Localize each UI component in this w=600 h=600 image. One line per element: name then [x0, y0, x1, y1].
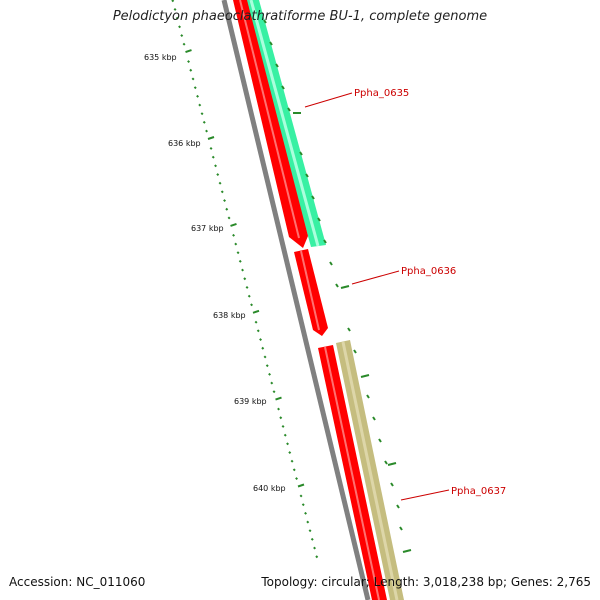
- ruler-major-tick: [297, 483, 305, 488]
- feature-track-right: [263, 19, 412, 553]
- gene-label-ppha-0637: Ppha_0637: [451, 486, 506, 497]
- ruler-minor-tick: [279, 416, 283, 420]
- ruler-minor-tick: [261, 346, 265, 350]
- ruler-minor-tick: [202, 120, 206, 124]
- ruler-minor-tick: [180, 34, 184, 38]
- ruler-minor-tick: [241, 268, 245, 272]
- ruler-major-tick: [252, 309, 260, 314]
- ruler-minor-tick: [299, 494, 303, 498]
- ruler-minor-tick: [223, 199, 227, 203]
- ruler-tick-label: 639 kbp: [234, 397, 267, 406]
- ruler-minor-tick: [270, 381, 274, 385]
- ruler-minor-tick: [286, 442, 290, 446]
- ruler-minor-tick: [200, 112, 204, 116]
- ruler-minor-tick: [301, 503, 305, 507]
- ruler-minor-tick: [254, 320, 258, 324]
- ruler-minor-tick: [225, 207, 229, 211]
- ruler-minor-tick: [295, 477, 299, 481]
- ruler-minor-tick: [211, 155, 215, 159]
- ruler-minor-tick: [189, 68, 193, 72]
- ruler-minor-tick: [236, 251, 240, 255]
- ruler-minor-tick: [175, 16, 179, 20]
- gene-arrow-ppha-0636-highlight: [300, 250, 320, 331]
- ruler-minor-tick: [227, 216, 231, 220]
- ruler-minor-tick: [196, 94, 200, 98]
- leader-line-ppha-0636: [351, 270, 400, 285]
- ruler-tick-label: 637 kbp: [191, 224, 224, 233]
- ruler-minor-tick: [292, 468, 296, 472]
- ruler-minor-tick: [178, 25, 182, 29]
- ruler-minor-tick: [173, 7, 177, 11]
- ruler-minor-tick: [263, 355, 267, 359]
- ruler-minor-tick: [250, 303, 254, 307]
- ruler-minor-tick: [308, 529, 312, 533]
- map-title: Pelodictyon phaeoclathratiforme BU-1, co…: [112, 9, 488, 24]
- ruler-minor-tick: [265, 364, 269, 368]
- feature-band-teal-highlight: [249, 0, 320, 247]
- ruler-minor-tick: [232, 233, 236, 237]
- ruler-minor-tick: [187, 60, 191, 64]
- ruler-minor-tick: [259, 338, 263, 342]
- gene-label-ppha-0636: Ppha_0636: [401, 266, 456, 277]
- ruler-minor-tick: [288, 451, 292, 455]
- ruler-minor-tick: [313, 546, 317, 550]
- ruler-tick-label: 636 kbp: [168, 139, 201, 148]
- ruler-minor-tick: [171, 0, 175, 3]
- ruler-minor-tick: [247, 294, 251, 298]
- ruler-major-tick: [185, 49, 192, 54]
- ruler-minor-tick: [245, 285, 249, 289]
- ruler-minor-tick: [281, 424, 285, 428]
- ruler-labels: 635 kbp 636 kbp 637 kbp 638 kbp 639 kbp …: [144, 53, 286, 493]
- ruler-major-tick: [207, 136, 215, 140]
- ruler-minor-tick: [205, 129, 209, 133]
- leader-line-ppha-0635: [304, 92, 353, 108]
- ruler-tick-label: 638 kbp: [213, 311, 246, 320]
- gene-arrow-ppha-0637-highlight: [324, 346, 380, 600]
- ruler-minor-tick: [243, 277, 247, 281]
- ruler-minor-tick: [214, 164, 218, 168]
- ruler-minor-tick: [268, 372, 272, 376]
- ruler-minor-tick: [304, 511, 308, 515]
- ruler-minor-tick: [277, 407, 281, 411]
- ruler-major-tick: [230, 222, 237, 227]
- genome-summary-text: Topology: circular; Length: 3,018,238 bp…: [261, 575, 591, 589]
- gene-label-ppha-0635: Ppha_0635: [354, 88, 409, 99]
- ruler-minor-tick: [220, 190, 224, 194]
- ruler-track: [171, 0, 319, 559]
- ruler-minor-tick: [272, 390, 276, 394]
- ruler-minor-tick: [290, 459, 294, 463]
- leader-line-ppha-0637: [400, 489, 450, 501]
- ruler-minor-tick: [191, 77, 195, 81]
- genome-backbone: [221, 0, 371, 600]
- ruler-minor-tick: [315, 555, 319, 559]
- accession-text: Accession: NC_011060: [9, 575, 146, 589]
- feature-band-khaki-highlight: [341, 341, 399, 600]
- gene-labels: Ppha_0635 Ppha_0636 Ppha_0637: [304, 88, 506, 501]
- ruler-tick-label: 635 kbp: [144, 53, 177, 62]
- ruler-minor-tick: [193, 86, 197, 90]
- ruler-minor-tick: [238, 259, 242, 263]
- gene-arrow-ppha-0635-highlight: [239, 0, 300, 239]
- ruler-tick-label: 640 kbp: [253, 484, 286, 493]
- ruler-minor-tick: [306, 520, 310, 524]
- ruler-minor-tick: [218, 181, 222, 185]
- ruler-minor-tick: [256, 329, 260, 333]
- ruler-minor-tick: [198, 103, 202, 107]
- ruler-minor-tick: [283, 433, 287, 437]
- ruler-minor-tick: [209, 146, 213, 150]
- ruler-minor-tick: [182, 42, 186, 46]
- ruler-minor-tick: [310, 537, 314, 541]
- ruler-major-tick: [275, 396, 282, 401]
- ruler-minor-tick: [216, 173, 220, 177]
- ruler-minor-tick: [234, 242, 238, 246]
